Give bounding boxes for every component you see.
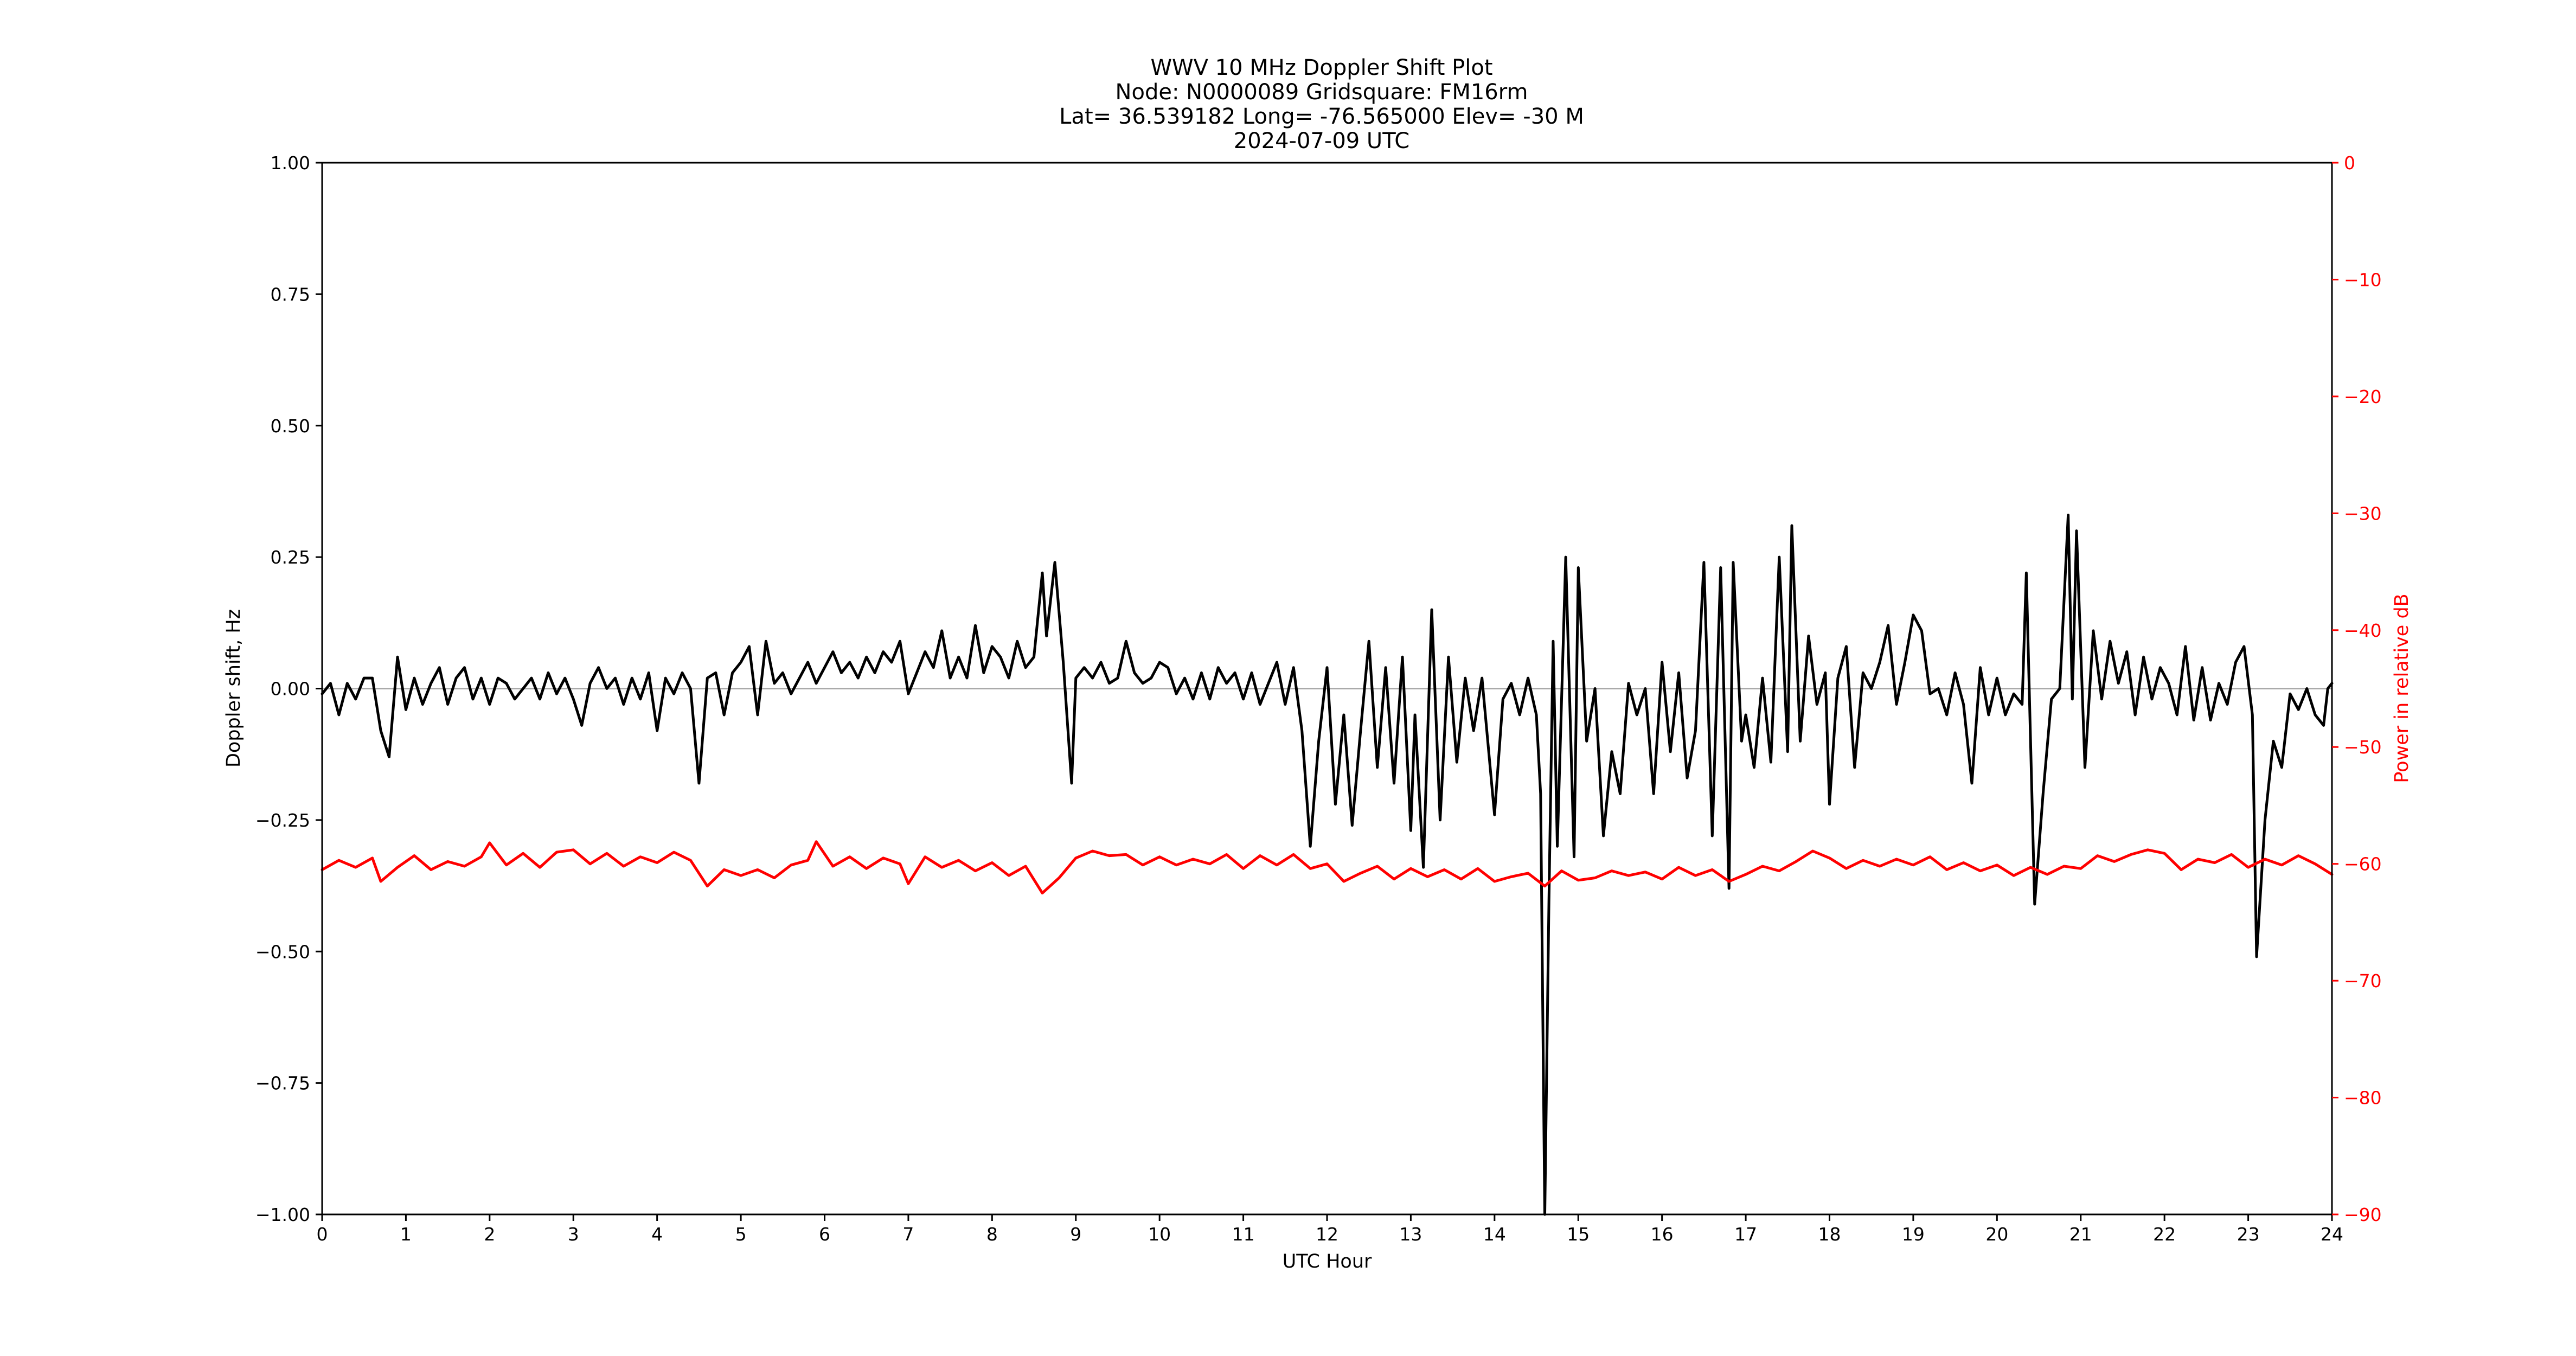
series-layer xyxy=(321,514,2334,1216)
y-tick-label: 0.00 xyxy=(271,679,310,700)
y2-tick-label: −20 xyxy=(2344,386,2382,407)
x-tick-label: 12 xyxy=(1316,1224,1338,1245)
x-tick-label: 20 xyxy=(1985,1224,2008,1245)
x-tick-label: 4 xyxy=(651,1224,663,1245)
title-line-3: Lat= 36.539182 Long= -76.565000 Elev= -3… xyxy=(1059,104,1584,129)
y-tick-label: −1.00 xyxy=(255,1204,310,1225)
y-tick-label: −0.25 xyxy=(255,810,310,831)
x-tick-label: 14 xyxy=(1483,1224,1506,1245)
title-line-2: Node: N0000089 Gridsquare: FM16rm xyxy=(1116,80,1528,105)
y-tick-label: 1.00 xyxy=(271,152,310,174)
y2-tick-label: −80 xyxy=(2344,1088,2382,1109)
series-line-left xyxy=(321,514,2334,1216)
x-tick-label: 11 xyxy=(1232,1224,1255,1245)
x-tick-label: 17 xyxy=(1734,1224,1757,1245)
x-tick-label: 16 xyxy=(1651,1224,1674,1245)
x-tick-label: 3 xyxy=(568,1224,579,1245)
x-tick-label: 19 xyxy=(1902,1224,1925,1245)
x-tick-label: 15 xyxy=(1567,1224,1590,1245)
x-tick-label: 7 xyxy=(902,1224,914,1245)
x-axis: 0 1 2 3 4 5 6 7 8 9 10 11 12 13 14 15 16 17 18 19 20 21 22 23 24 xyxy=(317,1214,2343,1245)
x-tick-label: 18 xyxy=(1818,1224,1841,1245)
x-tick-label: 22 xyxy=(2153,1224,2176,1245)
series-line-right xyxy=(321,840,2334,894)
y-tick-label: −0.75 xyxy=(255,1073,310,1094)
title-line-1: WWV 10 MHz Doppler Shift Plot xyxy=(1150,55,1492,80)
y-tick-label: 0.75 xyxy=(271,284,310,305)
y2-tick-label: −30 xyxy=(2344,503,2382,524)
x-tick-label: 21 xyxy=(2069,1224,2092,1245)
y2-axis-label: Power in relative dB xyxy=(2391,593,2413,783)
y-tick-label: 0.50 xyxy=(271,415,310,437)
x-tick-label: 1 xyxy=(400,1224,412,1245)
x-tick-label: 10 xyxy=(1148,1224,1171,1245)
x-tick-label: 8 xyxy=(986,1224,998,1245)
left-y-axis: −1.00 −0.75 −0.50 −0.25 0.00 0.25 0.50 0.75 1.00 xyxy=(255,152,322,1225)
x-tick-label: 2 xyxy=(484,1224,495,1245)
y2-tick-label: −70 xyxy=(2344,970,2382,992)
x-tick-label: 5 xyxy=(735,1224,747,1245)
title-line-4: 2024-07-09 UTC xyxy=(1234,129,1409,153)
y2-tick-label: 0 xyxy=(2344,152,2355,174)
y-tick-label: 0.25 xyxy=(271,547,310,568)
chart-title: WWV 10 MHz Doppler Shift Plot Node: N000… xyxy=(1059,55,1584,153)
right-y-axis: −90 −80 −70 −60 −50 −40 −30 −20 −10 0 xyxy=(2332,152,2382,1225)
x-tick-label: 24 xyxy=(2321,1224,2343,1245)
x-tick-label: 23 xyxy=(2237,1224,2260,1245)
y2-tick-label: −40 xyxy=(2344,620,2382,641)
y2-tick-label: −60 xyxy=(2344,854,2382,875)
y2-tick-label: −50 xyxy=(2344,737,2382,758)
x-tick-label: 9 xyxy=(1070,1224,1081,1245)
x-tick-label: 13 xyxy=(1399,1224,1422,1245)
x-tick-label: 0 xyxy=(317,1224,328,1245)
y2-tick-label: −90 xyxy=(2344,1204,2382,1225)
x-tick-label: 6 xyxy=(819,1224,830,1245)
y-tick-label: −0.50 xyxy=(255,941,310,962)
y2-tick-label: −10 xyxy=(2344,269,2382,290)
x-axis-label: UTC Hour xyxy=(1283,1251,1372,1272)
y-axis-label: Doppler shift, Hz xyxy=(223,609,245,767)
